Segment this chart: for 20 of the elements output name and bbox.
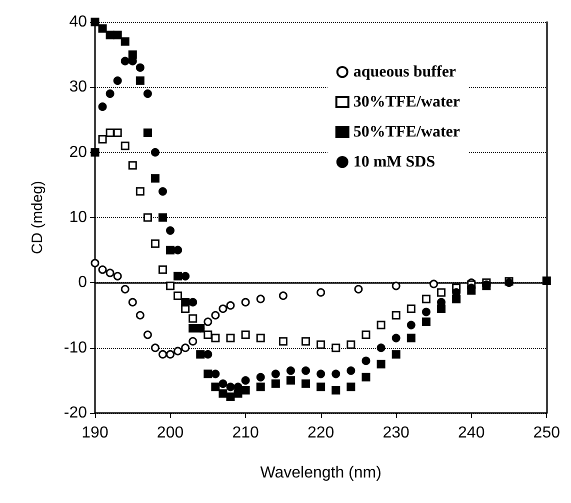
y-tick-label: 10 bbox=[69, 209, 88, 226]
x-tick-label: 190 bbox=[82, 424, 108, 442]
legend-label: 50%TFE/water bbox=[353, 124, 460, 140]
y-tick-label: -20 bbox=[64, 404, 88, 422]
y-tick-label: 20 bbox=[69, 144, 88, 161]
x-tick-label: 200 bbox=[156, 424, 184, 442]
y-tick-label: 0 bbox=[78, 274, 88, 292]
y-tick-label: 40 bbox=[69, 14, 88, 30]
legend-label: aqueous buffer bbox=[353, 64, 456, 80]
y-tick-label: 30 bbox=[69, 78, 88, 96]
x-tick-label: 220 bbox=[307, 424, 334, 442]
legend-label: 30%TFE/water bbox=[353, 94, 460, 110]
legend-label: 10 mM SDS bbox=[353, 154, 436, 170]
y-tick-label: -10 bbox=[64, 339, 88, 356]
x-tick-label: 240 bbox=[458, 424, 485, 442]
x-tick-label: 210 bbox=[232, 424, 259, 442]
y-axis-title: CD (mdeg) bbox=[29, 180, 46, 254]
x-axis-title: Wavelength (nm) bbox=[260, 464, 382, 482]
x-tick-label: 230 bbox=[382, 424, 410, 442]
x-tick-label: 250 bbox=[533, 424, 560, 442]
